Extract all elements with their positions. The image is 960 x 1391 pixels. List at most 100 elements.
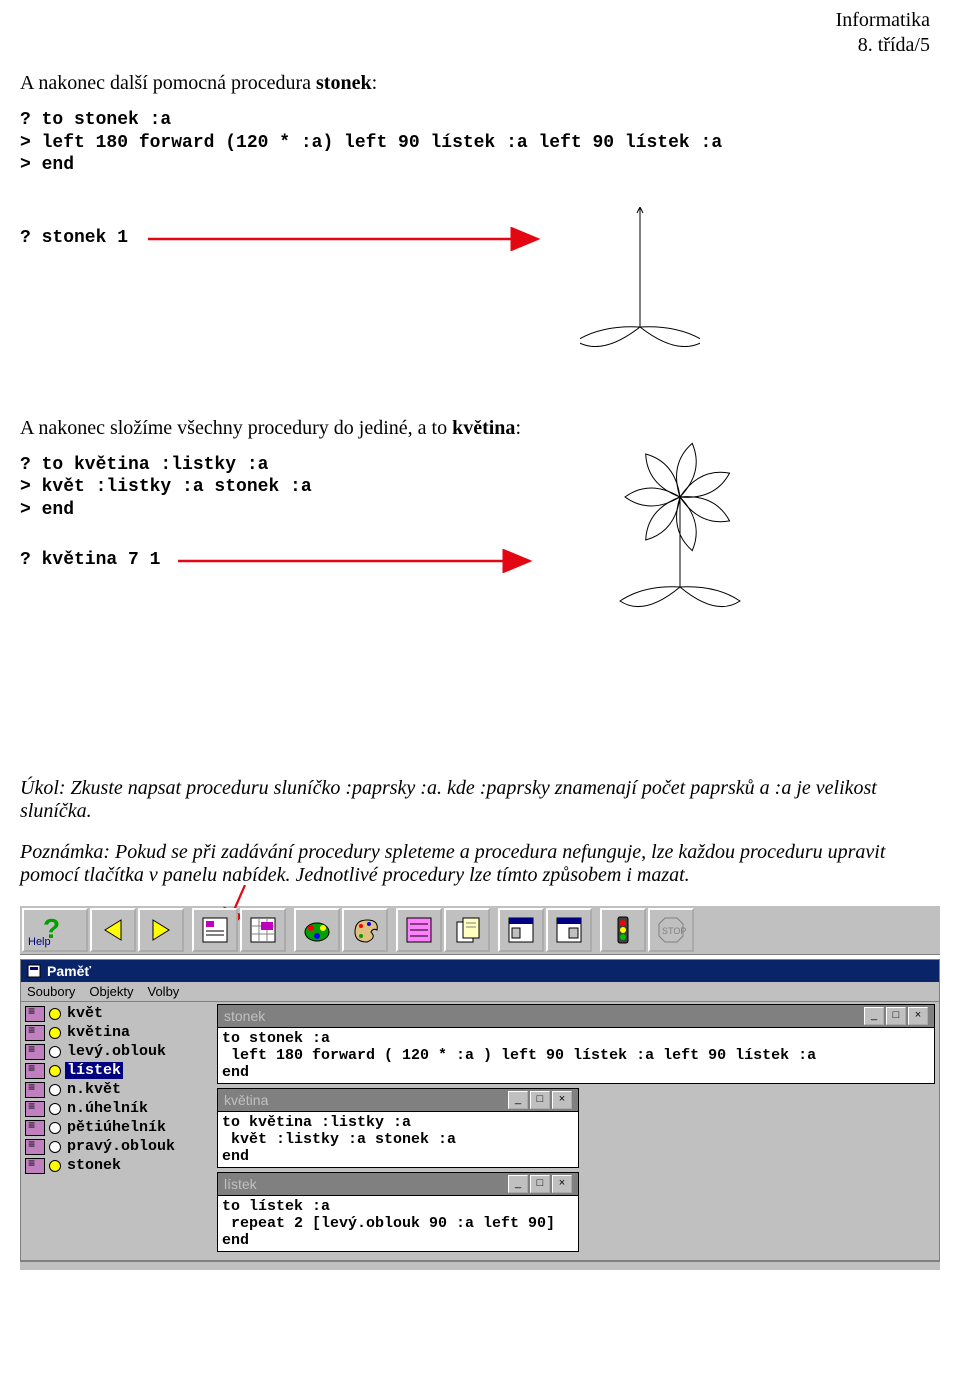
procedure-list-item[interactable]: n.květ: [23, 1080, 211, 1099]
editor-titlebar[interactable]: stonek _ □ ×: [218, 1005, 934, 1028]
procedure-list-item[interactable]: n.úhelník: [23, 1099, 211, 1118]
status-dot-icon: [49, 1046, 61, 1058]
stop-button[interactable]: STOP: [648, 908, 694, 952]
minimize-button[interactable]: _: [508, 1175, 528, 1193]
memory-menu: Soubory Objekty Volby: [21, 982, 939, 1002]
close-button[interactable]: ×: [908, 1007, 928, 1025]
code-block-1: ? to stonek :a > left 180 forward (120 *…: [20, 109, 940, 177]
editor-title-text: květina: [224, 1092, 268, 1108]
memory-menu-item[interactable]: Soubory: [27, 984, 75, 999]
procedure-name: květ: [65, 1005, 105, 1022]
sheets-button[interactable]: [444, 908, 490, 952]
intro1-pre: A nakonec další pomocná procedura: [20, 72, 316, 94]
turtle-button[interactable]: [294, 908, 340, 952]
intro1-bold: stonek: [316, 72, 372, 94]
stem-diagram: [580, 207, 700, 347]
app-toolbar: ?Help STOP: [20, 905, 940, 955]
lights-button[interactable]: [600, 908, 646, 952]
panel-icon: [503, 912, 539, 948]
procedure-icon: [25, 1063, 45, 1079]
procedure-name: levý.oblouk: [65, 1043, 168, 1060]
procedure-list: květ květina levý.oblouk lístek n.květ n…: [21, 1002, 213, 1177]
procedure-name: květina: [65, 1024, 132, 1041]
intro2-post: :: [515, 417, 521, 439]
maximize-button[interactable]: □: [530, 1175, 550, 1193]
close-button[interactable]: ×: [552, 1091, 572, 1109]
editor-body[interactable]: to květina :listky :a květ :listky :a st…: [218, 1112, 578, 1167]
procedure-list-item[interactable]: pětiúhelník: [23, 1118, 211, 1137]
status-dot-icon: [49, 1160, 61, 1172]
grid-button[interactable]: [240, 908, 286, 952]
help-button[interactable]: ?Help: [22, 908, 88, 952]
procedure-list-item[interactable]: pravý.oblouk: [23, 1137, 211, 1156]
editor-window: květina _ □ × to květina :listky :a květ…: [217, 1088, 579, 1168]
procedure-name: pětiúhelník: [65, 1119, 168, 1136]
header-subject: Informatika: [836, 8, 930, 33]
intro2-pre: A nakonec složíme všechny procedury do j…: [20, 417, 452, 439]
arrow-2-icon: [20, 549, 580, 573]
stop-icon: STOP: [653, 912, 689, 948]
grid-icon: [245, 912, 281, 948]
sheets-icon: [449, 912, 485, 948]
lines-button[interactable]: [396, 908, 442, 952]
status-dot-icon: [49, 1084, 61, 1096]
lines-icon: [401, 912, 437, 948]
edit-button[interactable]: [192, 908, 238, 952]
editor-body[interactable]: to stonek :a left 180 forward ( 120 * :a…: [218, 1028, 934, 1083]
procedure-list-item[interactable]: květina: [23, 1023, 211, 1042]
header-grade: 8. třída/5: [836, 33, 930, 58]
memory-icon: [27, 964, 41, 978]
memory-titlebar[interactable]: Paměť: [21, 960, 939, 982]
procedure-name: lístek: [65, 1062, 123, 1079]
note-text: Poznámka: Pokud se při zadávání procedur…: [20, 841, 940, 887]
arrow-r-button[interactable]: [138, 908, 184, 952]
editor-titlebar[interactable]: květina _ □ ×: [218, 1089, 578, 1112]
arrow-r-icon: [143, 912, 179, 948]
minimize-button[interactable]: _: [508, 1091, 528, 1109]
procedure-icon: [25, 1006, 45, 1022]
status-dot-icon: [49, 1027, 61, 1039]
procedure-icon: [25, 1044, 45, 1060]
row-kvetina: ? květina 7 1: [20, 537, 940, 717]
memory-title-text: Paměť: [47, 963, 91, 979]
palette-button[interactable]: [342, 908, 388, 952]
window-controls: _ □ ×: [864, 1007, 928, 1025]
panel2-button[interactable]: [546, 908, 592, 952]
minimize-button[interactable]: _: [864, 1007, 884, 1025]
memory-menu-item[interactable]: Volby: [148, 984, 180, 999]
intro1-post: :: [372, 72, 378, 94]
procedure-list-item[interactable]: levý.oblouk: [23, 1042, 211, 1061]
procedure-list-item[interactable]: lístek: [23, 1061, 211, 1080]
task-text: Úkol: Zkuste napsat proceduru sluníčko :…: [20, 777, 940, 823]
toolbar-group: [294, 908, 388, 952]
memory-panel: Paměť Soubory Objekty Volby květ květina l…: [20, 959, 940, 1261]
editor-titlebar[interactable]: lístek _ □ ×: [218, 1173, 578, 1196]
procedure-name: n.květ: [65, 1081, 123, 1098]
editor-title-text: lístek: [224, 1176, 257, 1192]
procedure-name: n.úhelník: [65, 1100, 150, 1117]
status-dot-icon: [49, 1141, 61, 1153]
memory-menu-item[interactable]: Objekty: [89, 984, 133, 999]
toolbar-group: STOP: [600, 908, 694, 952]
close-button[interactable]: ×: [552, 1175, 572, 1193]
intro-2: A nakonec složíme všechny procedury do j…: [20, 417, 940, 440]
maximize-button[interactable]: □: [530, 1091, 550, 1109]
procedure-name: pravý.oblouk: [65, 1138, 177, 1155]
flower-diagram: [610, 427, 770, 687]
procedure-list-item[interactable]: stonek: [23, 1156, 211, 1175]
maximize-button[interactable]: □: [886, 1007, 906, 1025]
procedure-list-item[interactable]: květ: [23, 1004, 211, 1023]
status-dot-icon: [49, 1122, 61, 1134]
procedure-icon: [25, 1158, 45, 1174]
procedure-icon: [25, 1025, 45, 1041]
palette-icon: [347, 912, 383, 948]
panel-button[interactable]: [498, 908, 544, 952]
arrow-1-icon: [20, 227, 580, 251]
intro-1: A nakonec další pomocná procedura stonek…: [20, 72, 940, 95]
status-dot-icon: [49, 1008, 61, 1020]
arrow-l-icon: [95, 912, 131, 948]
editor-body[interactable]: to lístek :a repeat 2 [levý.oblouk 90 :a…: [218, 1196, 578, 1251]
intro2-bold: květina: [452, 417, 515, 439]
editor-title-text: stonek: [224, 1008, 265, 1024]
arrow-l-button[interactable]: [90, 908, 136, 952]
